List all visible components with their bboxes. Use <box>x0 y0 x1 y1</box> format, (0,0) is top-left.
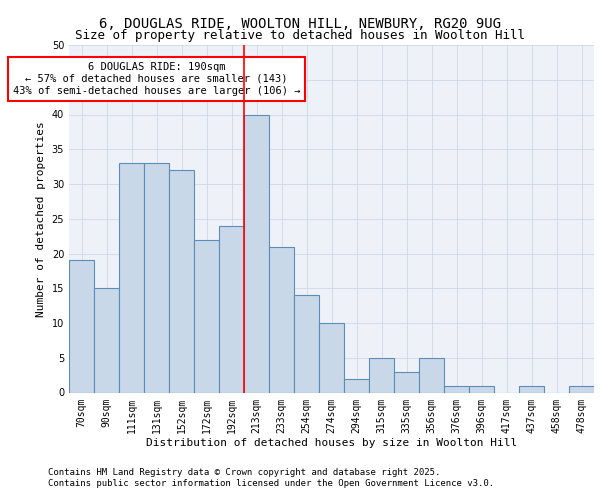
Bar <box>394 372 419 392</box>
Bar <box>94 288 119 393</box>
Text: 6 DOUGLAS RIDE: 190sqm
← 57% of detached houses are smaller (143)
43% of semi-de: 6 DOUGLAS RIDE: 190sqm ← 57% of detached… <box>13 62 300 96</box>
Bar <box>269 246 294 392</box>
Text: Size of property relative to detached houses in Woolton Hill: Size of property relative to detached ho… <box>75 29 525 42</box>
Bar <box>469 386 494 392</box>
Bar <box>569 386 594 392</box>
Bar <box>444 386 469 392</box>
Bar <box>69 260 94 392</box>
Bar <box>219 226 244 392</box>
Y-axis label: Number of detached properties: Number of detached properties <box>36 121 46 316</box>
Bar <box>294 295 319 392</box>
Bar <box>119 163 144 392</box>
Bar <box>144 163 169 392</box>
Bar <box>419 358 444 392</box>
Bar <box>194 240 219 392</box>
Bar <box>369 358 394 392</box>
Bar <box>244 114 269 392</box>
X-axis label: Distribution of detached houses by size in Woolton Hill: Distribution of detached houses by size … <box>146 438 517 448</box>
Text: 6, DOUGLAS RIDE, WOOLTON HILL, NEWBURY, RG20 9UG: 6, DOUGLAS RIDE, WOOLTON HILL, NEWBURY, … <box>99 18 501 32</box>
Text: Contains HM Land Registry data © Crown copyright and database right 2025.
Contai: Contains HM Land Registry data © Crown c… <box>48 468 494 487</box>
Bar <box>344 378 369 392</box>
Bar <box>319 323 344 392</box>
Bar <box>519 386 544 392</box>
Bar <box>169 170 194 392</box>
